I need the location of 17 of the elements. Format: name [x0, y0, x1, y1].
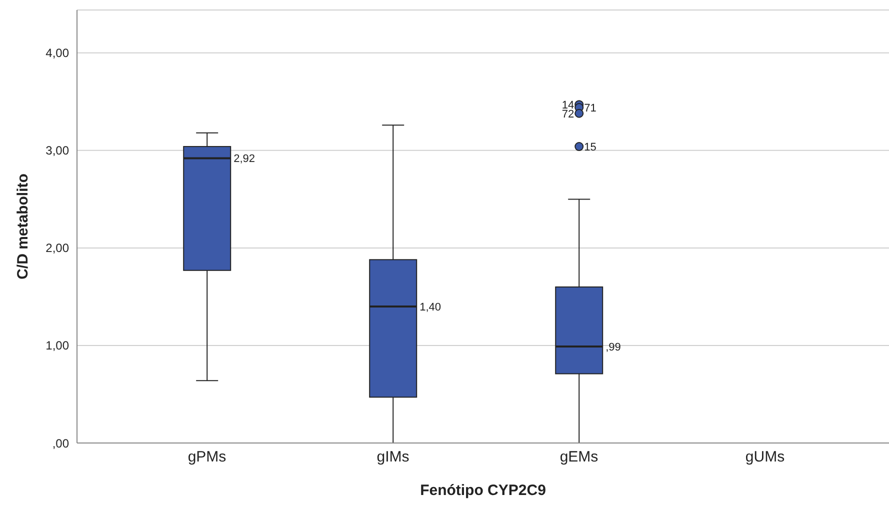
y-tick-label: 2,00: [46, 241, 70, 256]
annotation: 72: [562, 108, 574, 120]
annotation: 71: [584, 102, 596, 115]
x-tick-label: gIMs: [376, 448, 410, 466]
y-tick-label: ,00: [52, 436, 70, 450]
annotation: 1,40: [420, 301, 442, 314]
y-tick-label: 1,00: [46, 338, 70, 353]
y-tick-label: 3,00: [46, 144, 70, 158]
y-axis-title: C/D metabolito: [14, 174, 32, 280]
x-axis-title: Fenótipo CYP2C9: [420, 482, 546, 499]
x-tick-label: gEMs: [560, 448, 598, 466]
annotation: ,99: [606, 341, 621, 354]
y-tick-label: 4,00: [46, 46, 70, 60]
x-tick-label: gPMs: [188, 448, 226, 466]
x-tick-label: gUMs: [745, 448, 785, 466]
annotation: 2,92: [234, 153, 256, 166]
annotation: 15: [584, 142, 596, 154]
